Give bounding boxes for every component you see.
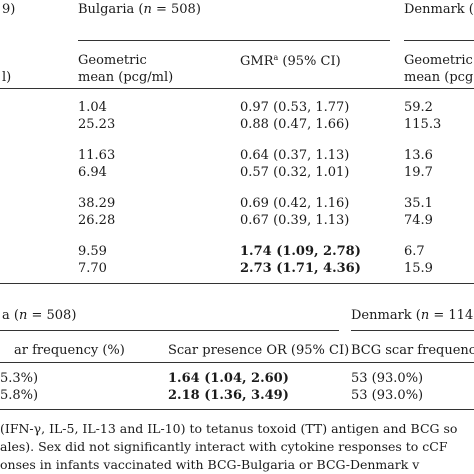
gmr-label-rest: (95% CI) bbox=[278, 54, 341, 69]
geo-mean-label-line2: mean (pcg/ml) bbox=[78, 70, 174, 85]
table-row-bg-mean: 9.59 bbox=[78, 244, 107, 259]
gmr-label-sup: a bbox=[273, 53, 279, 62]
table2-row-or: 2.18 (1.36, 3.49) bbox=[168, 388, 289, 403]
left-sub-fragment: l) bbox=[2, 70, 12, 85]
table-row-bg-mean: 6.94 bbox=[78, 165, 107, 180]
caption-line-2: ales). Sex did not significantly interac… bbox=[0, 439, 448, 454]
table2-denmark-suffix: = 114) bbox=[429, 308, 474, 323]
table-row-dk-mean: 6.7 bbox=[404, 244, 425, 259]
table2-row-dk: 53 (93.0%) bbox=[351, 388, 424, 403]
left-header-fragment: 9) bbox=[2, 2, 16, 17]
table2-bulgaria-prefix: a ( bbox=[2, 308, 19, 323]
table-row-gmr: 0.97 (0.53, 1.77) bbox=[240, 100, 350, 115]
table-row-gmr: 0.88 (0.47, 1.66) bbox=[240, 117, 350, 132]
caption-line-3: onses in infants vaccinated with BCG-Bul… bbox=[0, 457, 420, 472]
table-row-gmr: 0.57 (0.32, 1.01) bbox=[240, 165, 350, 180]
table2-bottom-rule bbox=[0, 409, 474, 410]
table2-denmark-prefix: Denmark ( bbox=[351, 308, 421, 323]
table-row-bg-mean: 26.28 bbox=[78, 213, 116, 228]
table1-group-rule-right bbox=[404, 40, 474, 41]
table2-denmark-header: Denmark (n = 114) bbox=[351, 309, 474, 322]
table-row-gmr: 0.67 (0.39, 1.13) bbox=[240, 213, 350, 228]
bulgaria-header-suffix: = 508) bbox=[151, 2, 201, 17]
table-row-bg-mean: 11.63 bbox=[78, 148, 116, 163]
caption-line-1: (IFN-γ, IL-5, IL-13 and IL-10) to tetanu… bbox=[0, 421, 458, 436]
table1-group-rule-left bbox=[78, 40, 390, 41]
table-row-dk-mean: 15.9 bbox=[404, 261, 433, 276]
denmark-geo-label-line1: Geometric bbox=[404, 53, 473, 68]
table2-denmark-n: n bbox=[420, 308, 430, 323]
table1-bottom-rule bbox=[0, 283, 474, 284]
table-row-bg-mean: 38.29 bbox=[78, 196, 116, 211]
table2-row-dk: 53 (93.0%) bbox=[351, 371, 424, 386]
table-row-dk-mean: 19.7 bbox=[404, 165, 433, 180]
table2-col-dk-scar: BCG scar frequenc bbox=[351, 343, 474, 358]
bulgaria-header-prefix: Bulgaria ( bbox=[78, 2, 144, 17]
denmark-header: Denmark ( bbox=[404, 2, 474, 17]
table2-col-scar-or: Scar presence OR (95% CI) bbox=[168, 343, 350, 358]
table-row-bg-mean: 25.23 bbox=[78, 117, 116, 132]
table2-row-left: 5.8%) bbox=[0, 388, 39, 403]
table2-row-or: 1.64 (1.04, 2.60) bbox=[168, 371, 289, 386]
table2-column-rule bbox=[0, 362, 474, 363]
table-row-dk-mean: 74.9 bbox=[404, 213, 433, 228]
table2-group-rule-left bbox=[0, 330, 339, 331]
table-row-dk-mean: 13.6 bbox=[404, 148, 433, 163]
table2-bulgaria-n: n bbox=[18, 308, 28, 323]
table-row-gmr: 0.64 (0.37, 1.13) bbox=[240, 148, 350, 163]
table-row-bg-mean: 7.70 bbox=[78, 261, 107, 276]
gmr-label: GMRa (95% CI) bbox=[240, 53, 341, 69]
table2-bulgaria-suffix: = 508) bbox=[27, 308, 77, 323]
table2-bulgaria-header: a (n = 508) bbox=[2, 309, 76, 322]
gmr-label-main: GMR bbox=[240, 54, 274, 69]
table2-row-left: 5.3%) bbox=[0, 371, 39, 386]
table-row-gmr-bold: 1.74 (1.09, 2.78) bbox=[240, 244, 361, 259]
bulgaria-header: Bulgaria (n = 508) bbox=[78, 3, 201, 16]
table-row-dk-mean: 115.3 bbox=[404, 117, 442, 132]
geo-mean-label-line1: Geometric bbox=[78, 53, 147, 68]
denmark-geo-label-line2: mean (pcg bbox=[404, 70, 474, 85]
table-row-gmr: 0.69 (0.42, 1.16) bbox=[240, 196, 350, 211]
table1-column-rule bbox=[0, 88, 474, 89]
table2-group-rule-right bbox=[351, 330, 474, 331]
bulgaria-header-n: n bbox=[143, 2, 152, 17]
table-row-bg-mean: 1.04 bbox=[78, 100, 107, 115]
table-row-dk-mean: 59.2 bbox=[404, 100, 433, 115]
table-row-dk-mean: 35.1 bbox=[404, 196, 433, 211]
table2-col-scar-frequency: ar frequency (%) bbox=[14, 343, 125, 358]
table-row-gmr-bold: 2.73 (1.71, 4.36) bbox=[240, 261, 361, 276]
